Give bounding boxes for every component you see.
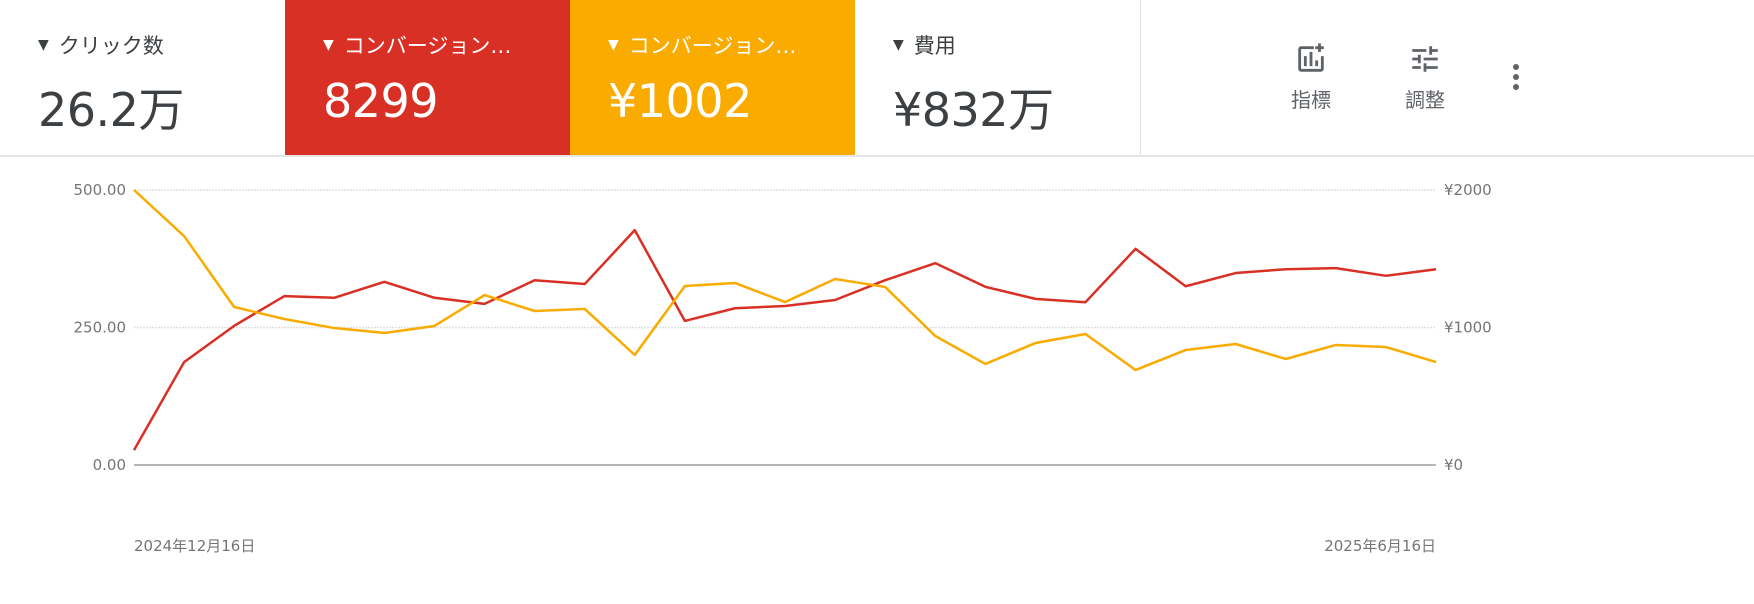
toolbar: 指標 調整 (1140, 0, 1754, 155)
left-tick-label: 500.00 (74, 181, 127, 199)
metric-value: ¥832万 (893, 83, 1054, 137)
metric-card-conversions[interactable]: ▼ コンバージョン… 8299 (285, 0, 570, 155)
metric-label: 費用 (913, 34, 956, 58)
metric-card-cost-per-conversion[interactable]: ▼ コンバージョン… ¥1002 (570, 0, 855, 155)
x-end-label: 2025年6月16日 (1324, 537, 1436, 555)
series-line-1 (133, 189, 1437, 372)
series-line-0 (132, 228, 1437, 451)
metric-value: 26.2万 (38, 83, 184, 137)
metric-label: クリック数 (58, 34, 164, 58)
right-tick-label: ¥2000 (1444, 181, 1492, 199)
adjust-button[interactable]: 調整 (1385, 42, 1465, 113)
dropdown-triangle-icon[interactable]: ▼ (38, 37, 49, 53)
dropdown-triangle-icon[interactable]: ▼ (608, 37, 619, 53)
metric-card-clicks[interactable]: ▼ クリック数 26.2万 (0, 0, 285, 155)
left-tick-label: 0.00 (93, 456, 126, 474)
right-tick-label: ¥0 (1444, 456, 1463, 474)
metric-label: コンバージョン… (343, 34, 512, 58)
dropdown-triangle-icon[interactable]: ▼ (323, 37, 334, 53)
metric-value: 8299 (323, 74, 439, 128)
dropdown-triangle-icon[interactable]: ▼ (893, 37, 904, 53)
more-vert-icon (1513, 64, 1519, 90)
line-chart: 0.00 ¥0 250.00 ¥1000 500.00 ¥2000 2024年12月16日… (74, 181, 1492, 555)
adjust-label: 調整 (1405, 88, 1445, 112)
left-tick-label: 250.00 (74, 319, 127, 337)
metrics-label: 指標 (1291, 88, 1331, 112)
metric-card-cost[interactable]: ▼ 費用 ¥832万 (855, 0, 1140, 155)
metrics-button[interactable]: 指標 (1271, 42, 1351, 113)
tune-icon (1412, 46, 1438, 72)
metric-label: コンバージョン… (628, 34, 797, 58)
right-tick-label: ¥1000 (1444, 319, 1492, 337)
x-start-label: 2024年12月16日 (134, 537, 255, 555)
metric-value: ¥1002 (608, 74, 752, 128)
scorecard-header: ▼ クリック数 26.2万 ▼ コンバージョン… 8299 ▼ コンバージョン… ¥1… (0, 0, 1754, 157)
more-options-button[interactable] (1511, 62, 1521, 96)
add-chart-icon (1298, 43, 1324, 72)
